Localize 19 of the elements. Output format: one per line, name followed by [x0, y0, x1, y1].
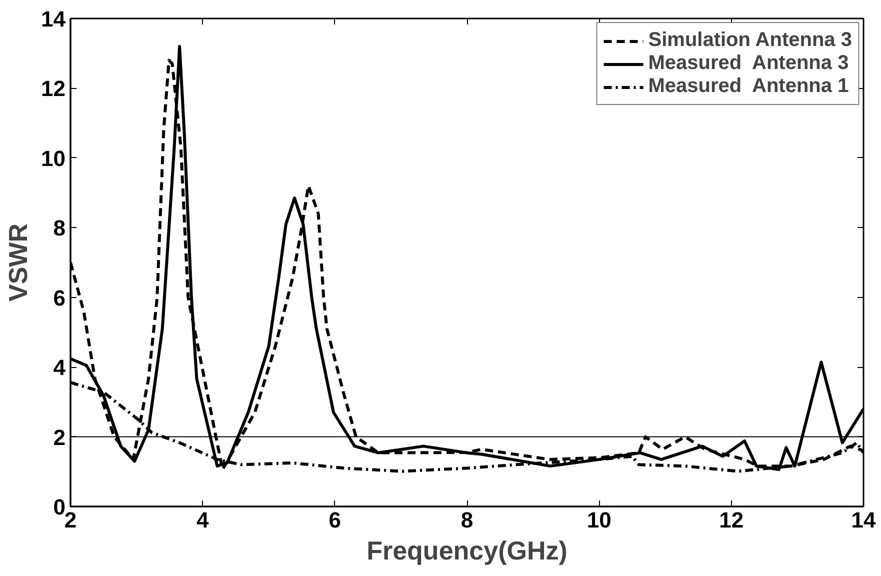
y-tick-label: 10 [41, 146, 66, 171]
y-axis-title: VSWR [3, 223, 34, 302]
y-tick-label: 2 [53, 424, 66, 450]
legend-label: Measured Antenna 3 [648, 52, 849, 75]
x-axis-title: Frequency(GHz) [366, 536, 568, 566]
x-tick-label: 8 [460, 508, 474, 532]
y-tick-label: 0 [53, 494, 66, 520]
x-tick-label: 12 [719, 508, 744, 532]
y-tick-label: 4 [53, 355, 66, 380]
legend-label: Measured Antenna 1 [648, 75, 849, 98]
legend-label: Simulation Antenna 3 [648, 29, 852, 52]
y-tick-label: 6 [53, 285, 66, 310]
x-tick-label: 6 [328, 508, 341, 532]
y-tick-label: 8 [53, 216, 66, 241]
y-tick-label: 12 [41, 76, 66, 102]
x-tick-label: 10 [586, 508, 612, 532]
y-tick-label: 14 [41, 6, 66, 32]
x-tick-label: 14 [851, 508, 876, 532]
x-tick-label: 4 [196, 508, 210, 532]
